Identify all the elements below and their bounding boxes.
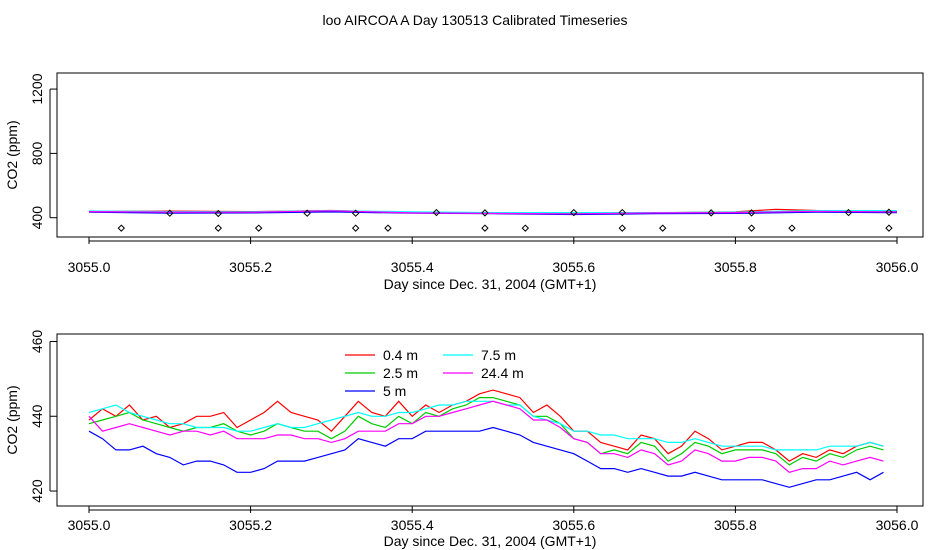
lower-series-lines [88, 389, 884, 488]
legend-label: 24.4 m [481, 365, 524, 381]
data-marker [166, 209, 174, 217]
data-marker [844, 208, 853, 217]
upper-x-tick-label: 3055.6 [552, 259, 595, 275]
data-marker [788, 224, 796, 232]
data-marker [618, 224, 626, 232]
lower-panel: 3055.0 3055.2 3055.4 3055.6 3055.8 3056.0 420… [4, 330, 924, 549]
lower-plot-frame [56, 333, 924, 507]
lower-y-axis: 420 440 460 [29, 330, 57, 503]
lower-y-axis-label: CO2 (ppm) [4, 385, 20, 454]
legend-label: 2.5 m [383, 365, 418, 381]
data-marker [214, 224, 222, 232]
series-line-7-5-m [88, 400, 884, 451]
upper-x-tick-label: 3056.0 [876, 259, 919, 275]
lower-y-tick-label: 440 [29, 404, 45, 428]
upper-series-lines [88, 208, 898, 216]
series-line-2-5-m [88, 397, 884, 466]
lower-x-tick-label: 3055.8 [714, 517, 757, 533]
lower-x-tick-label: 3056.0 [876, 517, 919, 533]
data-marker [885, 224, 893, 232]
data-marker [432, 208, 441, 217]
upper-markers [117, 208, 893, 232]
series-line-24-4-m [88, 210, 898, 215]
legend-label: 0.4 m [383, 347, 418, 363]
upper-x-tick-label: 3055.4 [391, 259, 434, 275]
series-line-5-m [88, 426, 884, 488]
series-line-0-4-m [88, 389, 884, 462]
upper-panel: 3055.0 3055.2 3055.4 3055.6 3055.8 3056.0 400… [4, 72, 924, 292]
upper-y-axis-label: CO2 (ppm) [4, 120, 20, 189]
upper-y-tick-label: 800 [29, 141, 45, 165]
upper-x-tick-label: 3055.8 [714, 259, 757, 275]
data-marker [117, 224, 126, 232]
data-marker [521, 224, 530, 232]
data-marker [885, 208, 893, 216]
upper-plot-frame [56, 72, 924, 238]
lower-y-tick-label: 460 [29, 330, 45, 354]
data-marker [254, 224, 263, 232]
legend-label: 7.5 m [481, 347, 516, 363]
upper-x-tick-label: 3055.0 [68, 259, 111, 275]
lower-x-tick-label: 3055.2 [229, 517, 272, 533]
data-marker [351, 209, 360, 217]
upper-x-axis: 3055.0 3055.2 3055.4 3055.6 3055.8 3056.0 [68, 237, 919, 275]
series-line-24-4-m [88, 400, 884, 473]
data-marker [351, 224, 360, 232]
upper-y-tick-label: 1200 [29, 73, 45, 104]
data-marker [747, 224, 756, 232]
data-marker [570, 208, 578, 217]
data-marker [384, 224, 392, 232]
lower-y-tick-label: 420 [29, 479, 45, 503]
lower-x-tick-label: 3055.6 [552, 517, 595, 533]
data-marker [658, 224, 667, 232]
upper-x-tick-label: 3055.2 [229, 259, 272, 275]
lower-x-axis: 3055.0 3055.2 3055.4 3055.6 3055.8 3056.0 [68, 506, 919, 533]
upper-y-tick-label: 400 [29, 206, 45, 230]
legend-label: 5 m [383, 383, 406, 399]
data-marker [618, 208, 626, 217]
data-marker [303, 209, 311, 217]
data-marker [214, 209, 222, 218]
data-marker [707, 209, 715, 217]
lower-x-tick-label: 3055.0 [68, 517, 111, 533]
lower-x-tick-label: 3055.4 [391, 517, 434, 533]
data-marker [747, 209, 756, 217]
figure-title: loo AIRCOA A Day 130513 Calibrated Times… [322, 12, 627, 28]
lower-x-axis-label: Day since Dec. 31, 2004 (GMT+1) [384, 533, 597, 549]
data-marker [481, 209, 489, 217]
upper-y-axis: 400 800 1200 [29, 73, 57, 229]
upper-x-axis-label: Day since Dec. 31, 2004 (GMT+1) [384, 276, 597, 292]
data-marker [481, 224, 489, 232]
legend: 0.4 m 2.5 m 5 m 7.5 m 24.4 m [345, 347, 524, 399]
